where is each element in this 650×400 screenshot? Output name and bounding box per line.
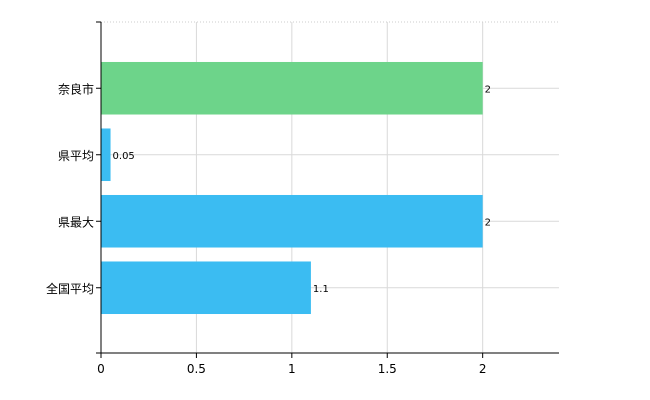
- y-tick-label: 県平均: [58, 149, 94, 163]
- x-tick-label: 1: [288, 362, 296, 376]
- bar: [101, 61, 483, 115]
- data-label: 2: [485, 217, 491, 228]
- x-tick-label: 2: [479, 362, 487, 376]
- y-tick-label: 奈良市: [58, 81, 94, 96]
- bars-group: [101, 61, 483, 315]
- bar: [101, 261, 311, 315]
- axes-group: [96, 21, 559, 358]
- data-label: 2: [485, 84, 491, 95]
- x-tick-label: 0.5: [187, 362, 206, 376]
- bar: [101, 128, 111, 182]
- x-tick-label: 0: [97, 362, 105, 376]
- data-label: 0.05: [113, 151, 135, 162]
- y-tick-label: 全国平均: [46, 281, 94, 296]
- data-label: 1.1: [313, 284, 329, 295]
- x-tick-label: 1.5: [378, 362, 397, 376]
- y-tick-label: 県最大: [58, 215, 94, 229]
- bar: [101, 194, 483, 248]
